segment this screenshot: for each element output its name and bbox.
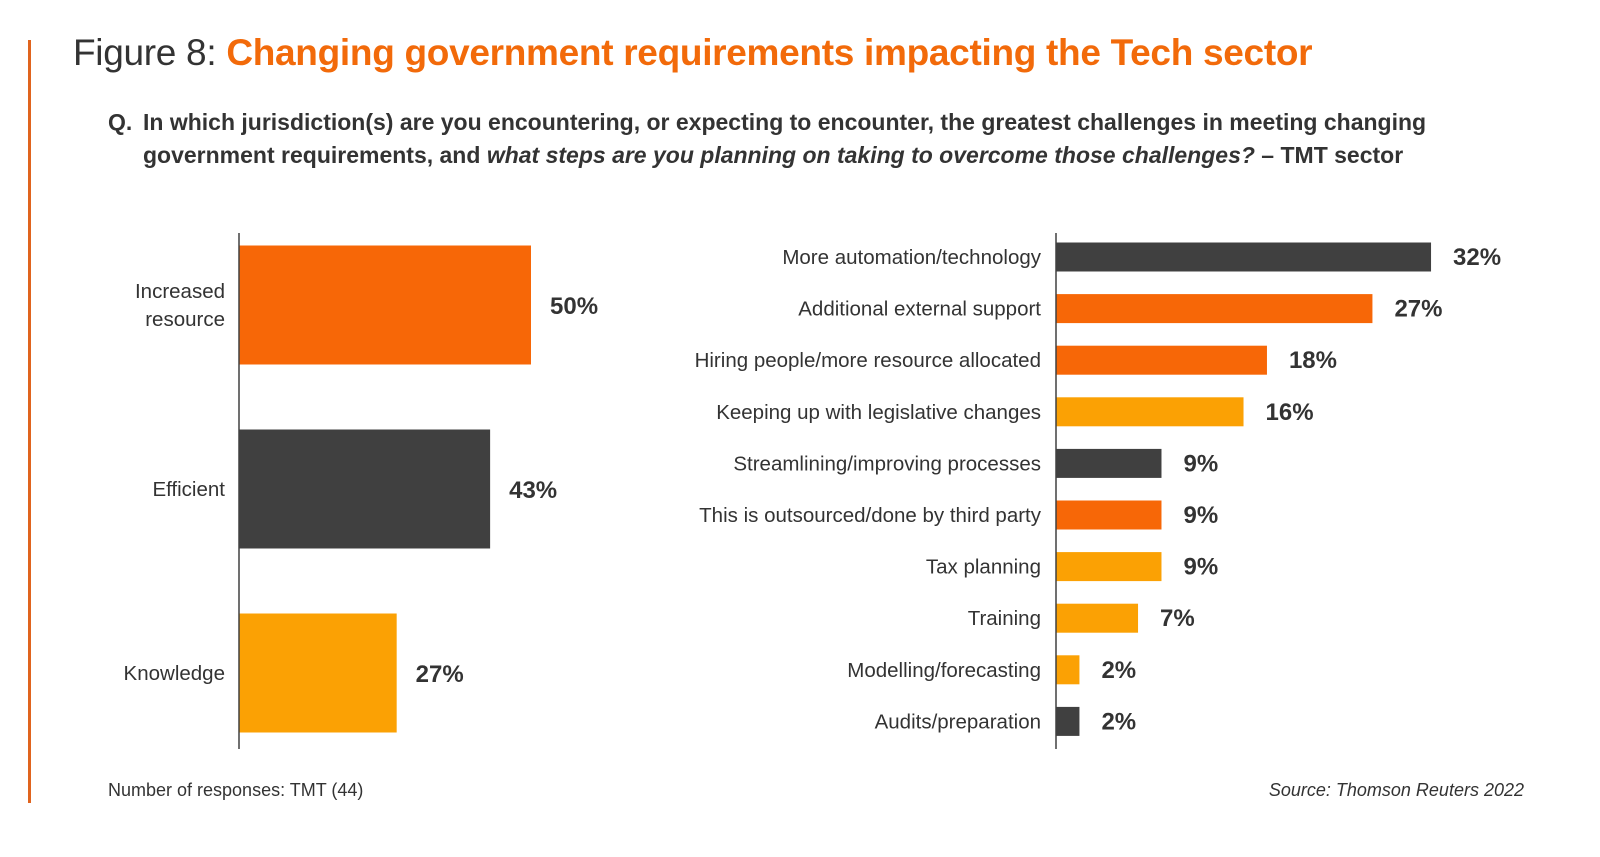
figure-title-text: Changing government requirements impacti…: [226, 32, 1313, 73]
value-label: 2%: [1101, 657, 1136, 684]
value-label: 18%: [1289, 347, 1337, 374]
category-label: This is outsourced/done by third party: [699, 504, 1042, 527]
category-label: Efficient: [152, 478, 225, 501]
value-label: 9%: [1183, 502, 1218, 529]
bar-0: [1056, 242, 1432, 272]
figure-title: Figure 8: Changing government requiremen…: [73, 32, 1313, 74]
category-label: Increased: [135, 280, 225, 303]
right-bar-chart: More automation/technology 32% Additional …: [695, 233, 1501, 749]
responses-note: Number of responses: TMT (44): [108, 780, 364, 800]
bar-1: [1056, 294, 1373, 324]
question-part-1: In which jurisdiction(s) are you encount…: [143, 109, 1427, 168]
bar-1: [239, 429, 491, 549]
value-label: 32%: [1453, 244, 1501, 271]
category-label: Hiring people/more resource allocated: [695, 349, 1041, 372]
value-label: 27%: [416, 661, 464, 688]
value-label: 43%: [509, 477, 557, 504]
question-text: In which jurisdiction(s) are you encount…: [143, 106, 1508, 172]
figure-number: Figure 8:: [73, 32, 217, 73]
value-label: 9%: [1183, 554, 1218, 581]
category-label: More automation/technology: [782, 246, 1041, 269]
question-part-2: – TMT sector: [1254, 142, 1404, 168]
value-label: 9%: [1183, 450, 1218, 477]
survey-question: Q. In which jurisdiction(s) are you enco…: [108, 106, 1508, 172]
question-italic: what steps are you planning on taking to…: [486, 142, 1255, 168]
category-label: Tax planning: [926, 556, 1041, 579]
bar-5: [1056, 500, 1162, 530]
category-label: Streamlining/improving processes: [733, 452, 1041, 475]
category-label: resource: [145, 308, 225, 331]
category-label: Knowledge: [124, 662, 225, 685]
value-label: 50%: [550, 293, 598, 320]
bar-6: [1056, 552, 1162, 582]
category-label: Additional external support: [798, 298, 1041, 321]
bar-3: [1056, 397, 1244, 427]
accent-rule: [28, 40, 31, 803]
left-bar-chart: Increased resource 50% Efficient 43% Knowledg…: [124, 233, 598, 749]
category-label: Keeping up with legislative changes: [716, 401, 1041, 424]
value-label: 2%: [1101, 708, 1136, 735]
bar-2: [239, 613, 397, 733]
category-label: Modelling/forecasting: [847, 659, 1041, 682]
bar-8: [1056, 655, 1080, 685]
value-label: 27%: [1394, 296, 1442, 323]
bar-9: [1056, 706, 1080, 736]
value-label: 7%: [1160, 605, 1195, 632]
question-marker: Q.: [108, 109, 133, 135]
category-label: Training: [968, 607, 1041, 630]
bar-7: [1056, 603, 1139, 633]
bar-0: [239, 245, 531, 365]
bar-4: [1056, 448, 1162, 478]
source-note: Source: Thomson Reuters 2022: [1268, 780, 1524, 800]
category-label: Audits/preparation: [875, 710, 1041, 733]
value-label: 16%: [1266, 399, 1314, 426]
bar-2: [1056, 345, 1267, 375]
